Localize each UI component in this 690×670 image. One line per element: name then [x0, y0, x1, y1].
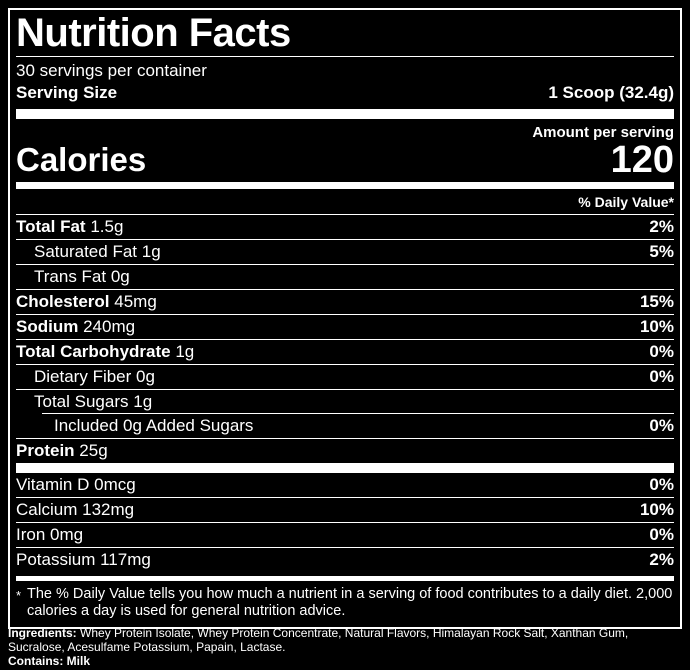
nutrient-row-total-fat: Total Fat 1.5g 2% [16, 215, 674, 240]
nutrient-dv: 0% [649, 525, 674, 544]
nutrient-name: Protein [16, 441, 75, 460]
nutrient-name: Saturated Fat [34, 242, 138, 261]
nutrient-name: Trans Fat [34, 267, 107, 286]
serving-size-label: Serving Size [16, 83, 118, 102]
nutrient-amount: 0g [110, 267, 130, 286]
nutrient-name: Calcium [16, 500, 78, 519]
nutrient-dv: 10% [639, 500, 674, 519]
calories-separator [16, 182, 674, 189]
vitamin-row-calcium: Calcium 132mg 10% [16, 498, 674, 523]
contains-text: Milk [66, 654, 91, 668]
nutrient-row-trans-fat: Trans Fat 0g [16, 265, 674, 290]
nutrient-amount: 0mg [50, 525, 84, 544]
footnote-text: The % Daily Value tells you how much a n… [27, 586, 673, 619]
nutrient-amount: 240mg [83, 317, 136, 336]
nutrient-dv: 0% [649, 342, 674, 361]
ingredients-text: Whey Protein Isolate, Whey Protein Conce… [8, 626, 629, 654]
vitamin-row-vitamin-d: Vitamin D 0mcg 0% [16, 473, 674, 498]
label-title: Nutrition Facts [16, 11, 291, 55]
nutrient-name: Sodium [16, 317, 79, 336]
nutrient-row-cholesterol: Cholesterol 45mg 15% [16, 290, 674, 315]
nutrient-name: Vitamin D [16, 475, 90, 494]
nutrient-row-sodium: Sodium 240mg 10% [16, 315, 674, 340]
nutrient-amount: 0g [136, 367, 155, 386]
nutrient-row-total-sugars: Total Sugars 1g [16, 390, 674, 414]
nutrient-name: Cholesterol [16, 292, 110, 311]
serving-size-value: 1 Scoop (32.4g) [548, 83, 674, 102]
nutrient-row-total-carbohydrate: Total Carbohydrate 1g 0% [16, 340, 674, 365]
nutrient-row-saturated-fat: Saturated Fat 1g 5% [16, 240, 674, 265]
nutrient-amount: 117mg [100, 550, 151, 569]
nutrient-amount: 1g [133, 392, 153, 411]
nutrient-amount: 1g [175, 342, 195, 361]
nutrient-name: Iron [16, 525, 46, 544]
nutrient-dv: 2% [649, 550, 674, 569]
contains-label: Contains: [8, 654, 67, 668]
serving-size-row: Serving Size 1 Scoop (32.4g) [16, 82, 674, 104]
calories-row: Calories 120 [16, 139, 674, 181]
nutrient-name: Total Carbohydrate [16, 342, 171, 361]
footnote-separator [16, 576, 674, 581]
ingredients-line: Ingredients: Whey Protein Isolate, Whey … [8, 626, 684, 654]
nutrient-dv: 5% [649, 242, 674, 261]
nutrient-name: Included 0g Added Sugars [54, 416, 254, 435]
nutrient-dv: 10% [639, 317, 674, 336]
contains-line: Contains: Milk [8, 654, 684, 669]
nutrient-row-added-sugars: Included 0g Added Sugars 0% [16, 413, 674, 439]
daily-value-header: % Daily Value* [16, 189, 674, 215]
title-divider [16, 56, 674, 57]
nutrient-row-dietary-fiber: Dietary Fiber 0g 0% [16, 365, 674, 390]
nutrient-amount: 0mcg [94, 475, 136, 494]
footnote: * The % Daily Value tells you how much a… [16, 581, 674, 627]
vitamin-table: Vitamin D 0mcg 0% Calcium 132mg 10% Iron… [16, 473, 674, 572]
nutrient-amount: 1.5g [90, 217, 124, 236]
nutrient-name: Dietary Fiber [34, 367, 132, 386]
vitamin-row-iron: Iron 0mg 0% [16, 523, 674, 548]
amount-per-serving-label: Amount per serving [532, 124, 674, 141]
nutrient-row-protein: Protein 25g [16, 439, 674, 463]
thick-separator-top [16, 109, 674, 119]
nutrient-name: Potassium [16, 550, 96, 569]
ingredients-label: Ingredients: [8, 626, 81, 640]
servings-per-container: 30 servings per container [16, 61, 207, 80]
nutrient-dv: 2% [649, 217, 674, 236]
vitamin-row-potassium: Potassium 117mg 2% [16, 548, 674, 572]
calories-value: 120 [610, 139, 674, 181]
nutrient-name: Total Sugars [34, 392, 129, 411]
nutrient-dv: 0% [649, 416, 674, 435]
nutrient-amount: 132mg [82, 500, 135, 519]
footnote-asterisk: * [16, 588, 22, 603]
nutrient-amount: 1g [141, 242, 161, 261]
ingredients-section: Ingredients: Whey Protein Isolate, Whey … [8, 626, 684, 669]
nutrition-facts-panel: Nutrition Facts 30 servings per containe… [8, 8, 682, 629]
nutrient-amount: 25g [79, 441, 108, 460]
thick-separator-protein [16, 463, 674, 473]
nutrient-dv: 0% [649, 367, 674, 386]
nutrient-dv: 15% [639, 292, 674, 311]
nutrient-amount: 45mg [114, 292, 157, 311]
nutrient-dv: 0% [649, 475, 674, 494]
nutrient-name: Total Fat [16, 217, 86, 236]
calories-label: Calories [16, 141, 147, 178]
nutrient-table: Total Fat 1.5g 2% Saturated Fat 1g 5% Tr… [16, 215, 674, 463]
